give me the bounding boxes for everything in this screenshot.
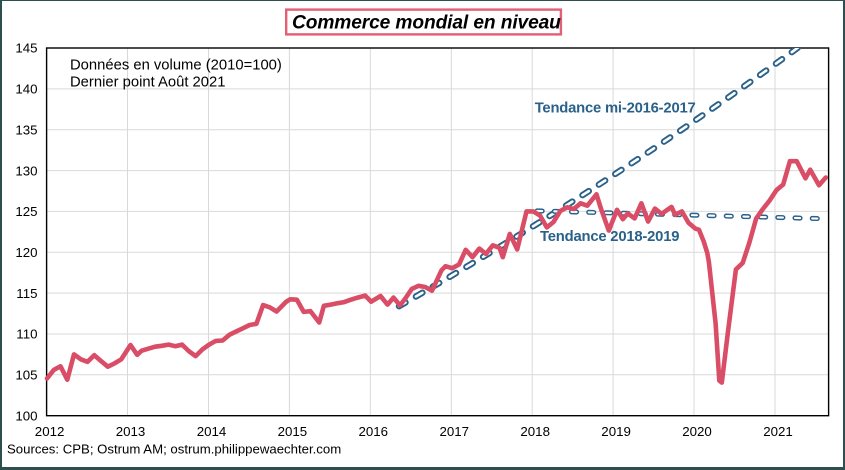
svg-text:115: 115 <box>16 286 37 301</box>
svg-text:125: 125 <box>15 204 37 219</box>
svg-text:Tendance mi-2016-2017: Tendance mi-2016-2017 <box>535 101 696 117</box>
svg-text:140: 140 <box>15 82 37 97</box>
svg-text:120: 120 <box>15 245 37 260</box>
svg-text:2017: 2017 <box>440 424 470 439</box>
svg-text:Données en volume (2010=100): Données en volume (2010=100) <box>70 58 282 74</box>
svg-text:100: 100 <box>15 408 37 423</box>
svg-text:135: 135 <box>15 122 37 137</box>
svg-text:2019: 2019 <box>601 424 631 439</box>
svg-text:2018: 2018 <box>520 424 550 439</box>
svg-text:2015: 2015 <box>278 424 308 439</box>
svg-text:105: 105 <box>15 368 37 383</box>
svg-text:145: 145 <box>15 41 37 56</box>
svg-text:Dernier point Août 2021: Dernier point Août 2021 <box>70 74 225 90</box>
svg-text:2013: 2013 <box>116 424 146 439</box>
svg-text:Tendance 2018-2019: Tendance 2018-2019 <box>540 229 679 245</box>
svg-text:130: 130 <box>15 163 37 178</box>
svg-text:2014: 2014 <box>197 424 227 439</box>
svg-text:2016: 2016 <box>359 424 389 439</box>
svg-text:Commerce mondial en niveau: Commerce mondial en niveau <box>292 13 561 34</box>
svg-text:2020: 2020 <box>682 424 712 439</box>
svg-text:Sources: CPB; Ostrum AM; ostru: Sources: CPB; Ostrum AM; ostrum.philippe… <box>7 441 341 456</box>
svg-text:2021: 2021 <box>763 424 793 439</box>
svg-text:110: 110 <box>16 327 37 342</box>
svg-text:2012: 2012 <box>35 424 65 439</box>
